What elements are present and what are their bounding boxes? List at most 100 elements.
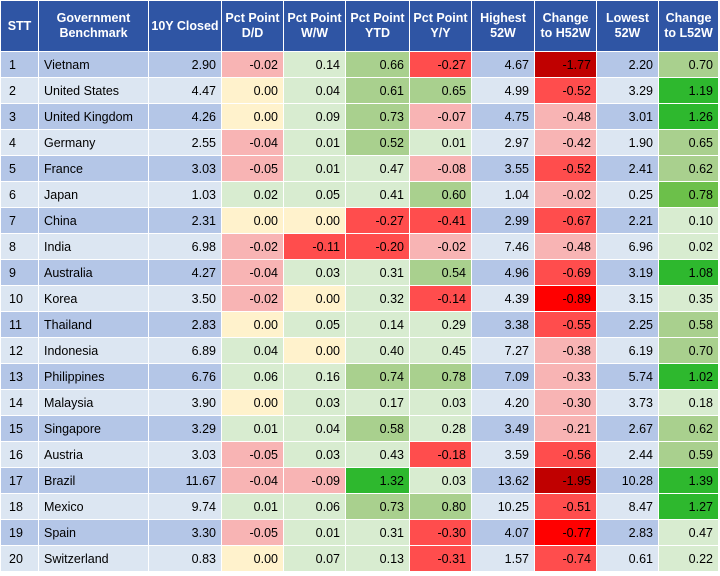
cell-highest-52w: 4.75 bbox=[471, 103, 535, 130]
cell-change-l52w: 1.19 bbox=[658, 77, 719, 104]
cell-change-l52w: 1.08 bbox=[658, 259, 719, 286]
cell-country: Brazil bbox=[38, 467, 149, 494]
cell-closed-10y: 0.83 bbox=[148, 545, 222, 572]
cell-country: Mexico bbox=[38, 493, 149, 520]
cell-pct-yy: -0.07 bbox=[409, 103, 472, 130]
cell-pct-dd: -0.02 bbox=[221, 51, 284, 78]
cell-change-h52w: -0.02 bbox=[534, 181, 597, 208]
table-row: 6 Japan 1.03 0.02 0.05 0.41 0.60 1.04 -0.02 0.25 0… bbox=[0, 181, 719, 208]
cell-pct-yy: -0.27 bbox=[409, 51, 472, 78]
table-row: 2 United States 4.47 0.00 0.04 0.61 0.65 4.99 -0… bbox=[0, 77, 719, 104]
cell-pct-ww: 0.03 bbox=[283, 259, 346, 286]
cell-pct-dd: -0.04 bbox=[221, 129, 284, 156]
cell-pct-ww: 0.03 bbox=[283, 389, 346, 416]
cell-highest-52w: 4.67 bbox=[471, 51, 535, 78]
cell-change-l52w: 0.35 bbox=[658, 285, 719, 312]
cell-lowest-52w: 6.19 bbox=[596, 337, 659, 364]
cell-pct-dd: -0.04 bbox=[221, 467, 284, 494]
header-pct-point-yy: Pct Point Y/Y bbox=[409, 0, 472, 52]
cell-pct-ww: 0.05 bbox=[283, 311, 346, 338]
table-row: 3 United Kingdom 4.26 0.00 0.09 0.73 -0.07 4.75… bbox=[0, 103, 719, 130]
cell-change-h52w: -0.30 bbox=[534, 389, 597, 416]
cell-pct-yy: 0.01 bbox=[409, 129, 472, 156]
table-row: 14 Malaysia 3.90 0.00 0.03 0.17 0.03 4.20 -0.30 3… bbox=[0, 389, 719, 416]
cell-change-l52w: 0.59 bbox=[658, 441, 719, 468]
cell-country: Japan bbox=[38, 181, 149, 208]
cell-pct-ytd: 0.66 bbox=[345, 51, 410, 78]
cell-closed-10y: 11.67 bbox=[148, 467, 222, 494]
cell-pct-yy: -0.31 bbox=[409, 545, 472, 572]
cell-pct-dd: 0.01 bbox=[221, 415, 284, 442]
cell-change-h52w: -1.95 bbox=[534, 467, 597, 494]
cell-lowest-52w: 2.21 bbox=[596, 207, 659, 234]
cell-lowest-52w: 3.73 bbox=[596, 389, 659, 416]
cell-country: Spain bbox=[38, 519, 149, 546]
cell-pct-ytd: 0.74 bbox=[345, 363, 410, 390]
cell-highest-52w: 10.25 bbox=[471, 493, 535, 520]
cell-pct-dd: 0.00 bbox=[221, 311, 284, 338]
cell-highest-52w: 1.04 bbox=[471, 181, 535, 208]
header-lowest-52w: Lowest 52W bbox=[596, 0, 659, 52]
cell-highest-52w: 4.39 bbox=[471, 285, 535, 312]
cell-country: China bbox=[38, 207, 149, 234]
table-row: 5 France 3.03 -0.05 0.01 0.47 -0.08 3.55 -0.52 2.… bbox=[0, 155, 719, 182]
cell-highest-52w: 13.62 bbox=[471, 467, 535, 494]
cell-highest-52w: 3.38 bbox=[471, 311, 535, 338]
cell-pct-ww: 0.16 bbox=[283, 363, 346, 390]
cell-pct-dd: 0.01 bbox=[221, 493, 284, 520]
cell-country: Korea bbox=[38, 285, 149, 312]
cell-change-l52w: 0.10 bbox=[658, 207, 719, 234]
header-change-to-h52w: Change to H52W bbox=[534, 0, 597, 52]
cell-lowest-52w: 3.15 bbox=[596, 285, 659, 312]
cell-pct-dd: -0.02 bbox=[221, 285, 284, 312]
cell-highest-52w: 7.27 bbox=[471, 337, 535, 364]
cell-pct-ww: 0.14 bbox=[283, 51, 346, 78]
cell-stt: 17 bbox=[0, 467, 39, 494]
cell-pct-yy: 0.28 bbox=[409, 415, 472, 442]
cell-stt: 16 bbox=[0, 441, 39, 468]
cell-lowest-52w: 10.28 bbox=[596, 467, 659, 494]
cell-stt: 6 bbox=[0, 181, 39, 208]
cell-closed-10y: 2.90 bbox=[148, 51, 222, 78]
cell-country: Singapore bbox=[38, 415, 149, 442]
cell-highest-52w: 3.49 bbox=[471, 415, 535, 442]
cell-pct-ww: -0.11 bbox=[283, 233, 346, 260]
cell-country: Austria bbox=[38, 441, 149, 468]
cell-pct-yy: 0.80 bbox=[409, 493, 472, 520]
cell-closed-10y: 2.31 bbox=[148, 207, 222, 234]
cell-lowest-52w: 2.83 bbox=[596, 519, 659, 546]
cell-pct-ytd: 0.13 bbox=[345, 545, 410, 572]
cell-highest-52w: 2.97 bbox=[471, 129, 535, 156]
cell-pct-yy: -0.41 bbox=[409, 207, 472, 234]
cell-pct-ww: 0.01 bbox=[283, 519, 346, 546]
header-pct-point-ww: Pct Point W/W bbox=[283, 0, 346, 52]
cell-change-l52w: 0.70 bbox=[658, 337, 719, 364]
cell-pct-ytd: 0.61 bbox=[345, 77, 410, 104]
cell-stt: 5 bbox=[0, 155, 39, 182]
cell-pct-yy: -0.02 bbox=[409, 233, 472, 260]
cell-closed-10y: 2.55 bbox=[148, 129, 222, 156]
cell-change-l52w: 0.78 bbox=[658, 181, 719, 208]
table-row: 8 India 6.98 -0.02 -0.11 -0.20 -0.02 7.46 -0.48 6… bbox=[0, 233, 719, 260]
cell-change-h52w: -0.51 bbox=[534, 493, 597, 520]
cell-closed-10y: 6.89 bbox=[148, 337, 222, 364]
header-pct-point-ytd: Pct Point YTD bbox=[345, 0, 410, 52]
header-10y-closed: 10Y Closed bbox=[148, 0, 222, 52]
cell-pct-ww: 0.06 bbox=[283, 493, 346, 520]
cell-lowest-52w: 1.90 bbox=[596, 129, 659, 156]
cell-pct-ytd: 0.47 bbox=[345, 155, 410, 182]
cell-pct-ytd: 0.73 bbox=[345, 103, 410, 130]
cell-pct-dd: 0.00 bbox=[221, 389, 284, 416]
table-row: 11 Thailand 2.83 0.00 0.05 0.14 0.29 3.38 -0.55 2… bbox=[0, 311, 719, 338]
cell-pct-ww: 0.09 bbox=[283, 103, 346, 130]
cell-pct-ytd: 0.31 bbox=[345, 259, 410, 286]
cell-change-h52w: -0.55 bbox=[534, 311, 597, 338]
cell-change-h52w: -0.52 bbox=[534, 155, 597, 182]
cell-highest-52w: 1.57 bbox=[471, 545, 535, 572]
cell-change-l52w: 0.58 bbox=[658, 311, 719, 338]
cell-change-h52w: -0.77 bbox=[534, 519, 597, 546]
cell-pct-ytd: 0.17 bbox=[345, 389, 410, 416]
cell-pct-ww: 0.00 bbox=[283, 207, 346, 234]
cell-lowest-52w: 6.96 bbox=[596, 233, 659, 260]
